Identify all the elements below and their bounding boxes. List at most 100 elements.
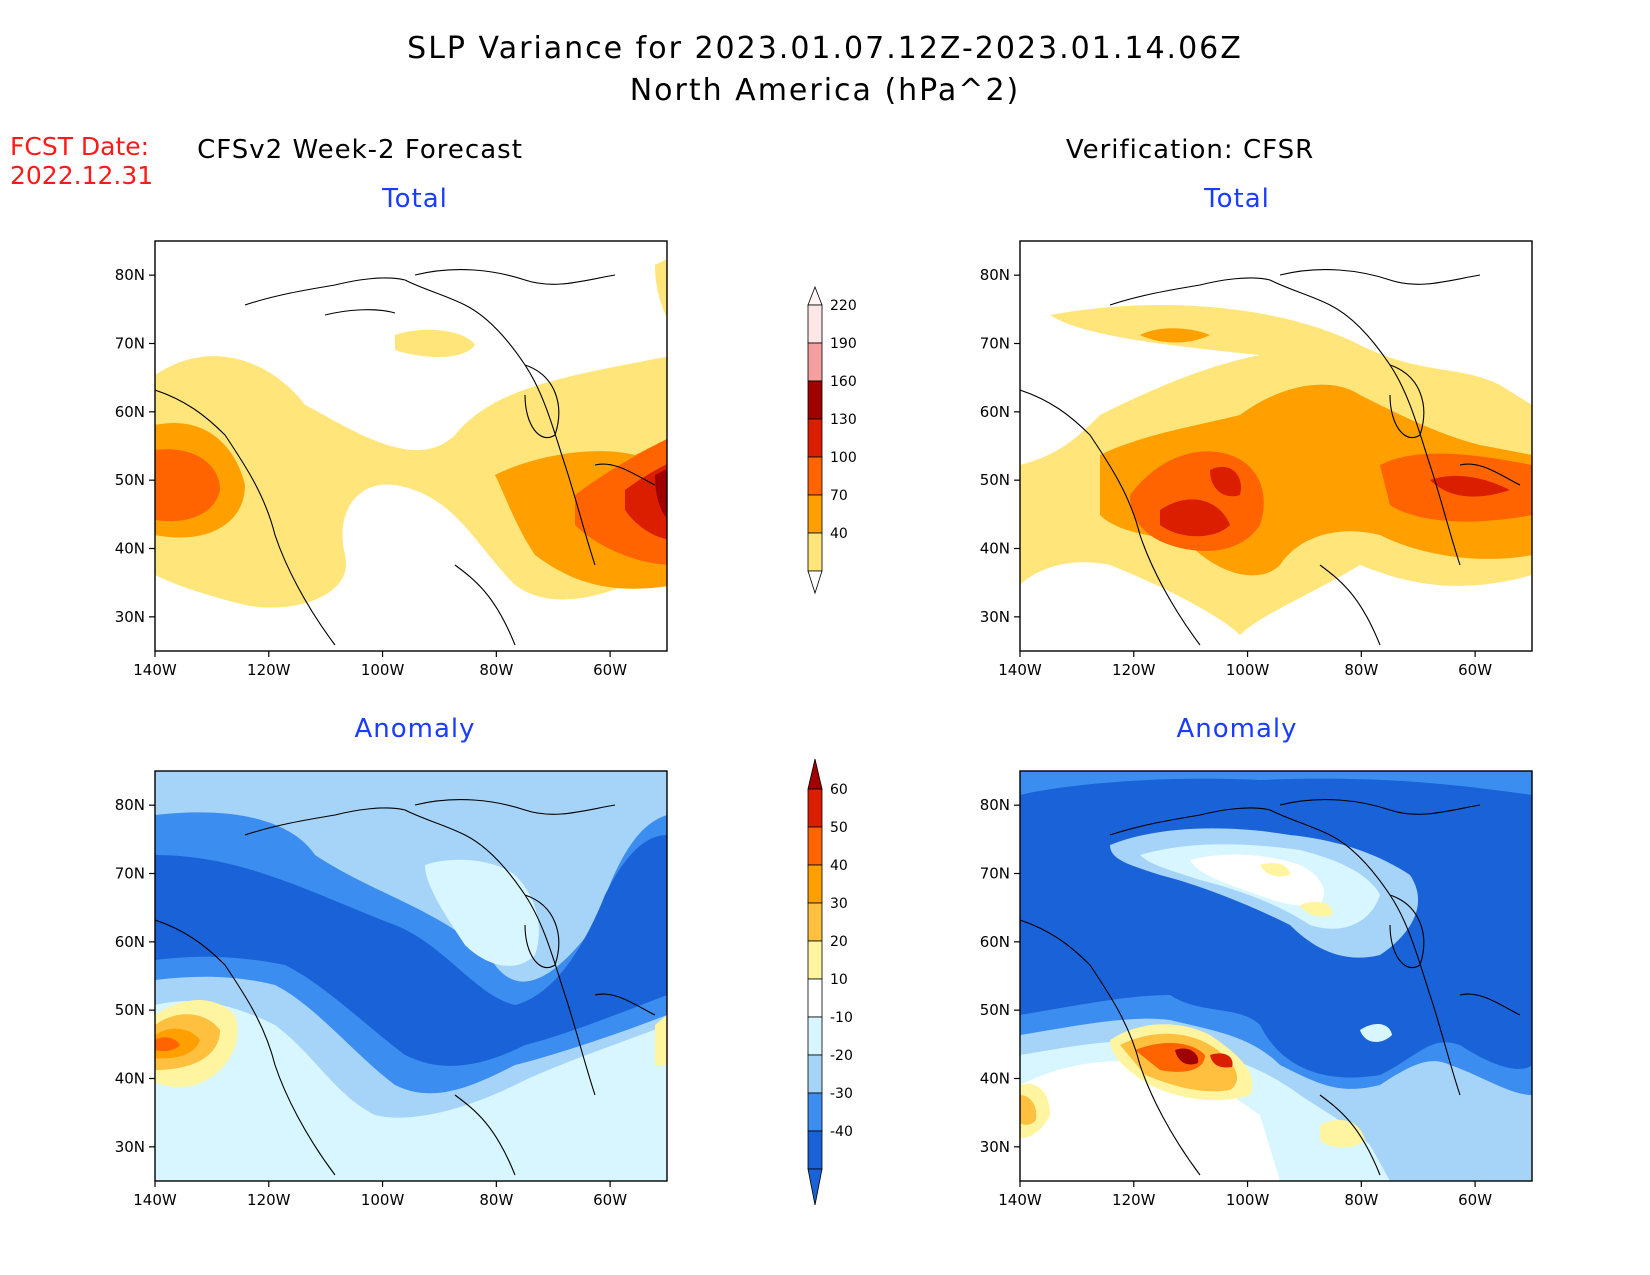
colorbar-total-label: 70 [830,488,848,504]
colorbar-bin [807,1130,823,1170]
main-title: SLP Variance for 2023.01.07.12Z-2023.01.… [407,31,1243,66]
lon-tick-label: 80W [1344,1191,1378,1209]
lon-tick-label: 60W [1458,661,1492,679]
colorbar-total-label: 130 [830,412,857,428]
lon-tick-label: 60W [593,1191,627,1209]
colorbar-bin [807,864,823,904]
lat-tick-label: 70N [980,335,1010,353]
lat-tick-label: 60N [980,403,1010,421]
lon-tick-label: 120W [1112,1191,1156,1209]
colorbar-anomaly: 60 50 40 30 20 10 -10 -20 -30 -40 [807,758,853,1206]
colorbar-top-arrow [807,285,823,306]
fcst-date-label: FCST Date: [10,132,150,161]
lat-tick-label: 80N [115,266,145,284]
lat-tick-label: 40N [115,540,145,558]
lat-tick-label: 30N [980,1138,1010,1156]
colorbar-total-label: 190 [830,336,857,352]
lat-tick-label: 40N [980,540,1010,558]
colorbar-total: 220 190 160 130 100 70 40 [807,285,857,595]
lat-tick-label: 70N [980,865,1010,883]
left-column-title: CFSv2 Week-2 Forecast [197,135,523,165]
lat-tick-label: 70N [115,335,145,353]
lat-tick-label: 30N [980,608,1010,626]
map-frame [154,770,668,1182]
colorbar-bin [807,902,823,942]
verification-anomaly-map: 80N 70N 60N 50N 40N 30N 140W 120W 100W 80W 60W [980,770,1533,1209]
colorbar-bin [807,456,823,496]
colorbar-anomaly-label: -10 [830,1010,853,1026]
lon-tick-label: 140W [133,1191,177,1209]
main-subtitle: North America (hPa^2) [629,73,1021,108]
colorbar-bin [807,494,823,534]
map-frame [1019,770,1533,1182]
colorbar-bin [807,532,823,572]
lon-tick-label: 100W [1226,1191,1270,1209]
lon-tick-label: 140W [998,661,1042,679]
lat-tick-label: 50N [980,471,1010,489]
colorbar-bin [807,940,823,980]
lon-tick-label: 100W [361,661,405,679]
colorbar-anomaly-label: -20 [830,1048,853,1064]
colorbar-bin [807,978,823,1018]
lon-tick-label: 120W [1112,661,1156,679]
lat-tick-label: 60N [980,933,1010,951]
lon-tick-label: 100W [361,1191,405,1209]
colorbar-top-arrow [807,758,823,790]
lat-tick-label: 60N [115,933,145,951]
colorbar-total-label: 220 [830,298,857,314]
colorbar-anomaly-label: -30 [830,1086,853,1102]
lat-tick-label: 40N [980,1070,1010,1088]
lat-tick-label: 30N [115,608,145,626]
colorbar-anomaly-label: 50 [830,820,848,836]
colorbar-bin [807,380,823,420]
fcst-date-value: 2022.12.31 [10,161,154,190]
colorbar-anomaly-label: 20 [830,934,848,950]
lat-tick-label: 50N [980,1001,1010,1019]
colorbar-anomaly-label: 40 [830,858,848,874]
lat-tick-label: 80N [980,796,1010,814]
lat-tick-label: 60N [115,403,145,421]
colorbar-anomaly-label: 30 [830,896,848,912]
colorbar-bin [807,1092,823,1132]
panel-title-forecast-total: Total [382,184,448,214]
lon-tick-label: 100W [1226,661,1270,679]
colorbar-bin [807,1054,823,1094]
lat-tick-label: 50N [115,471,145,489]
map-frame [1019,240,1533,652]
lat-tick-label: 70N [115,865,145,883]
colorbar-bin [807,342,823,382]
lat-tick-label: 40N [115,1070,145,1088]
panel-title-forecast-anomaly: Anomaly [354,714,476,744]
forecast-anomaly-map: 80N 70N 60N 50N 40N 30N 140W 120W 100W 80W 60W [115,770,668,1209]
lon-tick-label: 60W [1458,1191,1492,1209]
lon-tick-label: 140W [133,661,177,679]
lon-tick-label: 60W [593,661,627,679]
map-frame [154,240,668,652]
colorbar-anomaly-label: 10 [830,972,848,988]
lon-tick-label: 80W [1344,661,1378,679]
colorbar-total-label: 40 [830,526,848,542]
lon-tick-label: 80W [479,1191,513,1209]
colorbar-anomaly-label: 60 [830,782,848,798]
lat-tick-label: 30N [115,1138,145,1156]
colorbar-bottom-arrow [807,570,823,595]
colorbar-anomaly-label: -40 [830,1124,853,1140]
colorbar-total-label: 100 [830,450,857,466]
right-column-title: Verification: CFSR [1065,135,1315,165]
colorbar-bin [807,418,823,458]
panel-title-verification-total: Total [1204,184,1270,214]
forecast-total-map: 80N 70N 60N 50N 40N 30N 140W 120W 100W 80W 60W [115,240,668,679]
colorbar-bin [807,1016,823,1056]
lat-tick-label: 80N [980,266,1010,284]
panel-title-verification-anomaly: Anomaly [1176,714,1298,744]
colorbar-bin [807,788,823,828]
lon-tick-label: 120W [247,1191,291,1209]
colorbar-bin [807,826,823,866]
lat-tick-label: 80N [115,796,145,814]
colorbar-bin [807,304,823,344]
lon-tick-label: 120W [247,661,291,679]
verification-total-map: 80N 70N 60N 50N 40N 30N 140W 120W 100W 80W 60W [980,240,1533,679]
lon-tick-label: 140W [998,1191,1042,1209]
lat-tick-label: 50N [115,1001,145,1019]
colorbar-total-label: 160 [830,374,857,390]
